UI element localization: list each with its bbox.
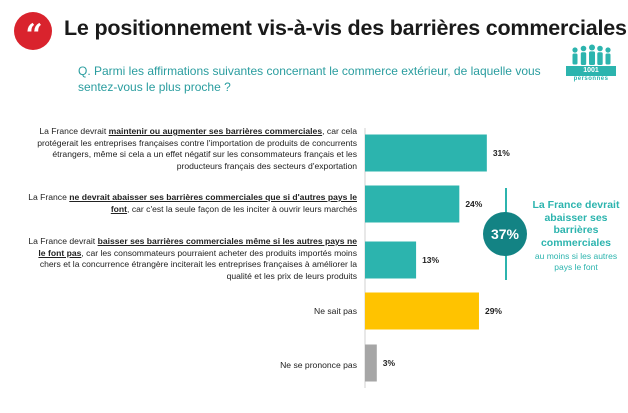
bar-2 [365,185,460,223]
category-label-4: Ne sait pas [314,306,357,316]
bar-5 [365,344,377,382]
logo-subtitle: personnes [573,76,609,82]
bar-value-label-5: 3% [383,358,396,368]
logo-number: 1001 [566,66,616,76]
category-label-3: La France devrait baisser ses barrières … [28,236,357,281]
category-label-1: La France devrait maintenir ou augmenter… [37,126,357,171]
page-title: Le positionnement vis-à-vis des barrière… [64,16,627,40]
callout-title: La France devrait abaisser ses barrières… [532,199,620,249]
sample-size-logo: 1001 personnes [566,44,616,84]
bar-value-label-3: 13% [422,255,439,265]
callout-subtitle: au moins si les autres pays le font [534,251,618,272]
bar-value-label-4: 29% [485,306,502,316]
bar-value-label-1: 31% [493,148,510,158]
quote-icon: “ [14,12,52,51]
category-label-5: Ne se prononce pas [280,360,357,370]
bar-1 [365,134,487,172]
category-label-2: La France ne devrait abaisser ses barriè… [28,192,357,214]
question-text: Q. Parmi les affirmations suivantes conc… [78,64,541,94]
bar-value-label-2: 24% [465,199,482,209]
bar-4 [365,292,479,330]
people-icon [572,44,611,65]
bar-3 [365,241,417,279]
callout-circle: 37% [483,212,527,256]
